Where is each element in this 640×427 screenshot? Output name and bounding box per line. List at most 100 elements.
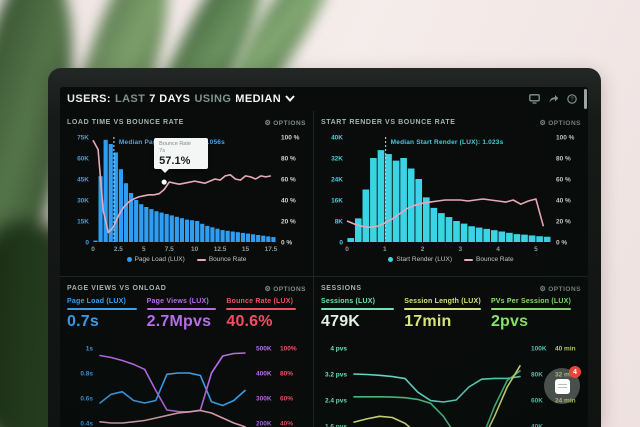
- histogram-bar[interactable]: [453, 221, 460, 242]
- x-axis-tick: 2: [421, 246, 425, 253]
- sessions-chart[interactable]: 4 pvs 3.2 pvs 2.4 pvs 1.6 pvs 100K 40 min 80K 3…: [321, 341, 581, 427]
- histogram-bar[interactable]: [98, 176, 103, 242]
- metric-value: 17min: [404, 313, 452, 330]
- histogram-bar[interactable]: [271, 237, 276, 242]
- histogram-bar[interactable]: [445, 217, 453, 242]
- histogram-bar[interactable]: [536, 236, 543, 242]
- metric-label: Sessions (LUX): [321, 298, 376, 305]
- histogram-bar[interactable]: [377, 150, 385, 242]
- start-render-chart[interactable]: 40K 32K 24K 16K 8K 0 100 % 80 % 60 % 40 % 20 % 0 % 0…: [321, 131, 581, 254]
- users-range-dropdown[interactable]: USERS: LAST 7 DAYS USING MEDIAN: [67, 93, 295, 105]
- y2-axis-tick: 60 %: [281, 177, 296, 184]
- histogram-bar[interactable]: [205, 225, 210, 242]
- y2-axis-tick: 80 %: [281, 156, 296, 163]
- load-time-chart[interactable]: 75K 60K 45K 30K 15K 0 100 % 80 % 60 % 40 % 20 % 0 %…: [67, 131, 306, 254]
- metric-value: 2pvs: [490, 313, 529, 330]
- histogram-bar[interactable]: [506, 232, 513, 242]
- histogram-bar[interactable]: [385, 154, 392, 242]
- options-button[interactable]: ⚙ OPTIONS: [264, 119, 306, 127]
- metric-underline: [67, 308, 137, 310]
- histogram-bar[interactable]: [235, 232, 240, 242]
- x-axis-tick: 1: [383, 246, 387, 253]
- chat-widget-button[interactable]: 4: [544, 366, 581, 404]
- histogram-bar[interactable]: [195, 221, 200, 242]
- histogram-bar[interactable]: [189, 220, 195, 242]
- options-button[interactable]: ⚙ OPTIONS: [539, 119, 581, 127]
- histogram-bar[interactable]: [139, 204, 144, 242]
- histogram-bar[interactable]: [230, 231, 235, 243]
- gear-icon: ⚙: [539, 119, 547, 127]
- histogram-bar[interactable]: [169, 215, 174, 242]
- histogram-bar[interactable]: [438, 213, 445, 242]
- histogram-bar[interactable]: [513, 234, 521, 242]
- histogram-bar[interactable]: [543, 236, 551, 242]
- gear-icon: ⚙: [264, 285, 272, 293]
- histogram-bar[interactable]: [483, 228, 491, 242]
- histogram-bar[interactable]: [215, 228, 220, 242]
- histogram-bar[interactable]: [245, 233, 251, 242]
- right-axis-tick: 100%: [280, 346, 297, 353]
- histogram-bar[interactable]: [528, 235, 536, 242]
- metric-label: Page Load (LUX): [67, 298, 127, 305]
- histogram-bar[interactable]: [400, 158, 407, 242]
- histogram-bar[interactable]: [128, 193, 134, 242]
- histogram-bar[interactable]: [113, 152, 118, 242]
- y-axis-tick: 60K: [77, 156, 89, 163]
- histogram-bar[interactable]: [103, 139, 108, 242]
- y2-axis-tick: 100 %: [556, 135, 575, 142]
- histogram-bar[interactable]: [422, 197, 430, 242]
- histogram-bar[interactable]: [362, 189, 370, 243]
- left-axis-tick: 0.8s: [80, 371, 93, 378]
- x-axis-tick: 12.5: [214, 246, 227, 253]
- options-button[interactable]: ⚙ OPTIONS: [539, 285, 581, 293]
- share-icon[interactable]: [547, 94, 559, 104]
- histogram-bar[interactable]: [460, 223, 468, 242]
- histogram-bar[interactable]: [407, 168, 415, 243]
- histogram-bar[interactable]: [430, 207, 438, 242]
- histogram-bar[interactable]: [521, 234, 528, 242]
- histogram-bar[interactable]: [200, 223, 205, 242]
- histogram-bar[interactable]: [498, 231, 506, 243]
- pageviews-onload-chart[interactable]: 1s 0.8s 0.6s 0.4s 500K 100% 400K 80% 300K 60% 200K…: [67, 341, 306, 427]
- histogram-bar[interactable]: [392, 160, 400, 242]
- histogram-bar[interactable]: [144, 207, 149, 242]
- histogram-bar[interactable]: [354, 218, 362, 242]
- histogram-bar[interactable]: [174, 216, 179, 242]
- x-axis-tick: 0: [345, 246, 349, 253]
- histogram-bar[interactable]: [179, 218, 184, 242]
- series-line: [353, 369, 521, 427]
- histogram-bar[interactable]: [118, 169, 123, 242]
- options-button[interactable]: ⚙ OPTIONS: [264, 285, 306, 293]
- histogram-bar[interactable]: [154, 211, 159, 242]
- series-line: [353, 365, 521, 427]
- histogram-bar[interactable]: [347, 238, 355, 242]
- histogram-bar[interactable]: [468, 226, 475, 242]
- histogram-bar[interactable]: [261, 235, 266, 242]
- histogram-bar[interactable]: [184, 219, 190, 242]
- y-axis-tick: 32K: [331, 156, 343, 163]
- histogram-bar[interactable]: [149, 209, 154, 242]
- histogram-bar[interactable]: [225, 230, 230, 242]
- histogram-bar[interactable]: [250, 234, 256, 242]
- scrollbar[interactable]: [584, 89, 587, 109]
- histogram-bar[interactable]: [220, 230, 225, 242]
- y-axis-tick: 15K: [77, 219, 89, 226]
- metric-underline: [321, 308, 395, 310]
- histogram-bar[interactable]: [159, 212, 164, 242]
- histogram-bar[interactable]: [108, 144, 113, 242]
- histogram-bar[interactable]: [164, 214, 169, 242]
- help-icon[interactable]: ?: [566, 94, 578, 104]
- histogram-bar[interactable]: [266, 236, 271, 242]
- histogram-bar[interactable]: [134, 200, 139, 242]
- histogram-bar[interactable]: [123, 183, 129, 242]
- chart-tooltip: Bounce Rate 7s 57.1%: [154, 138, 209, 174]
- histogram-bar[interactable]: [210, 227, 215, 242]
- histogram-bar[interactable]: [93, 240, 98, 242]
- histogram-bar[interactable]: [240, 232, 245, 242]
- histogram-bar[interactable]: [475, 227, 483, 242]
- display-icon[interactable]: [528, 94, 540, 104]
- histogram-bar[interactable]: [415, 179, 423, 242]
- histogram-bar[interactable]: [370, 158, 377, 242]
- histogram-bar[interactable]: [256, 235, 261, 242]
- histogram-bar[interactable]: [490, 230, 498, 242]
